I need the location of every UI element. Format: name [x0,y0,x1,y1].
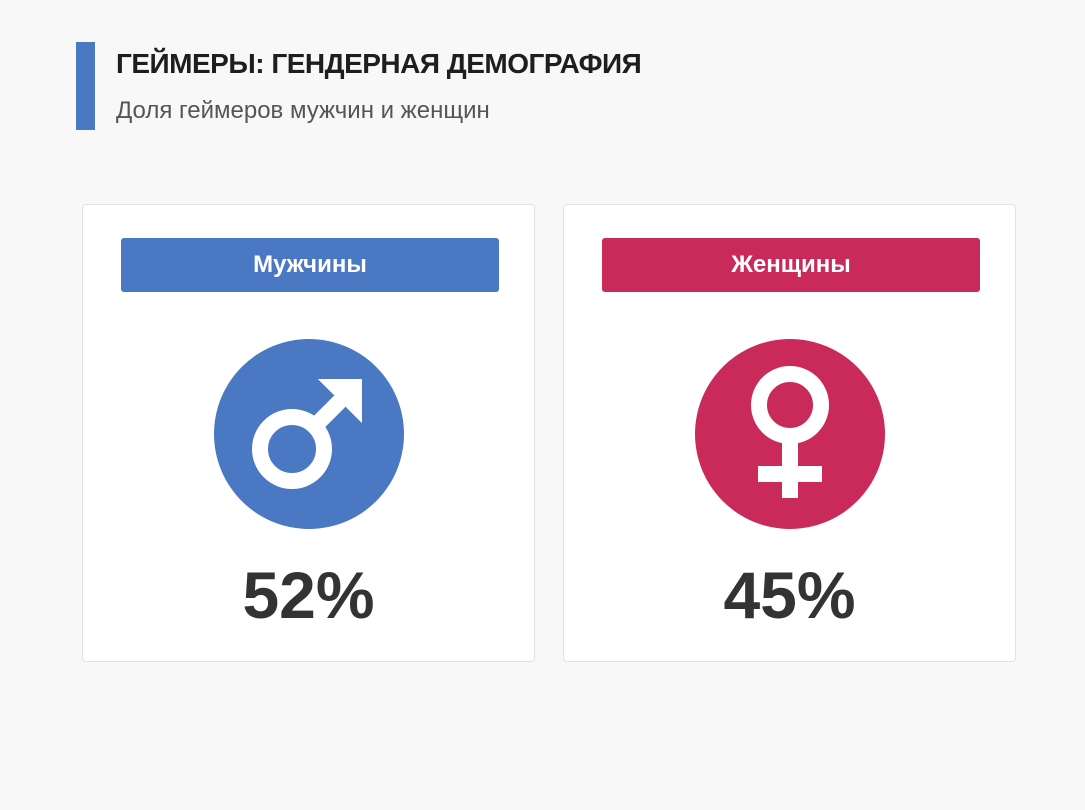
male-icon-circle [214,339,404,529]
male-label: Мужчины [121,238,499,292]
title-accent-bar [76,42,95,130]
male-symbol-icon [252,379,362,489]
male-percent: 52% [242,558,375,632]
male-card: Мужчины 52% [82,204,535,662]
female-icon-circle [695,339,885,529]
chart-title: ГЕЙМЕРЫ: ГЕНДЕРНАЯ ДЕМОГРАФИЯ [116,48,642,79]
female-label: Женщины [602,238,980,292]
female-card: Женщины 45% [563,204,1016,662]
female-percent: 45% [723,558,856,632]
chart-subtitle: Доля геймеров мужчин и женщин [116,97,490,124]
female-symbol-icon [751,366,829,498]
